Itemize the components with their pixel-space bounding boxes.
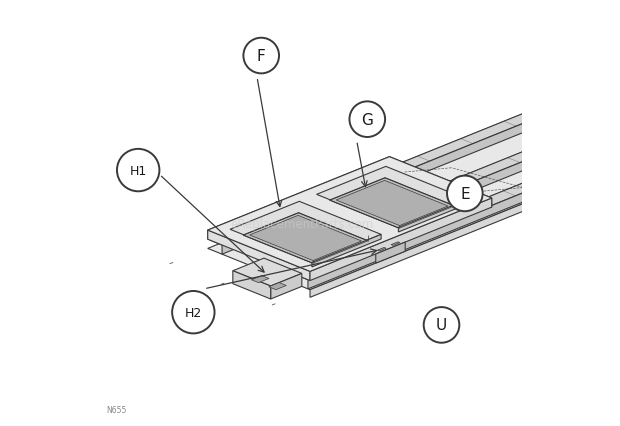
Polygon shape: [399, 200, 467, 233]
Polygon shape: [606, 125, 620, 132]
Polygon shape: [208, 106, 620, 290]
Circle shape: [447, 176, 482, 212]
Polygon shape: [296, 132, 620, 280]
Polygon shape: [562, 106, 620, 155]
Polygon shape: [310, 147, 620, 298]
Polygon shape: [577, 137, 596, 144]
Text: E: E: [460, 187, 470, 201]
Circle shape: [423, 308, 459, 343]
Polygon shape: [562, 97, 620, 155]
Polygon shape: [208, 230, 310, 281]
Polygon shape: [257, 116, 620, 265]
Polygon shape: [230, 202, 381, 263]
Polygon shape: [312, 235, 381, 267]
Polygon shape: [210, 98, 577, 245]
Polygon shape: [271, 274, 302, 299]
Circle shape: [244, 39, 279, 74]
Polygon shape: [330, 178, 454, 229]
Text: eReplacementParts.com: eReplacementParts.com: [230, 217, 373, 230]
Text: H1: H1: [130, 164, 147, 177]
Polygon shape: [251, 276, 269, 283]
Text: F: F: [257, 49, 265, 64]
Polygon shape: [616, 153, 620, 160]
Polygon shape: [208, 157, 492, 272]
Circle shape: [172, 291, 215, 334]
Polygon shape: [391, 242, 400, 246]
Polygon shape: [250, 216, 361, 261]
Polygon shape: [222, 102, 577, 255]
Circle shape: [350, 102, 385, 138]
Polygon shape: [389, 157, 492, 207]
Polygon shape: [310, 199, 492, 281]
Polygon shape: [530, 118, 549, 126]
Polygon shape: [269, 121, 620, 273]
Text: H2: H2: [185, 306, 202, 319]
Text: N655: N655: [107, 405, 126, 414]
Polygon shape: [376, 242, 405, 264]
Polygon shape: [269, 283, 286, 290]
Circle shape: [117, 150, 159, 192]
Polygon shape: [233, 271, 271, 299]
Polygon shape: [317, 167, 467, 228]
Polygon shape: [559, 106, 578, 114]
Polygon shape: [377, 248, 386, 251]
Polygon shape: [308, 137, 620, 289]
Polygon shape: [336, 181, 448, 226]
Text: U: U: [436, 318, 447, 333]
Text: G: G: [361, 112, 373, 127]
Polygon shape: [208, 157, 389, 240]
Polygon shape: [243, 213, 368, 264]
Polygon shape: [233, 259, 302, 286]
